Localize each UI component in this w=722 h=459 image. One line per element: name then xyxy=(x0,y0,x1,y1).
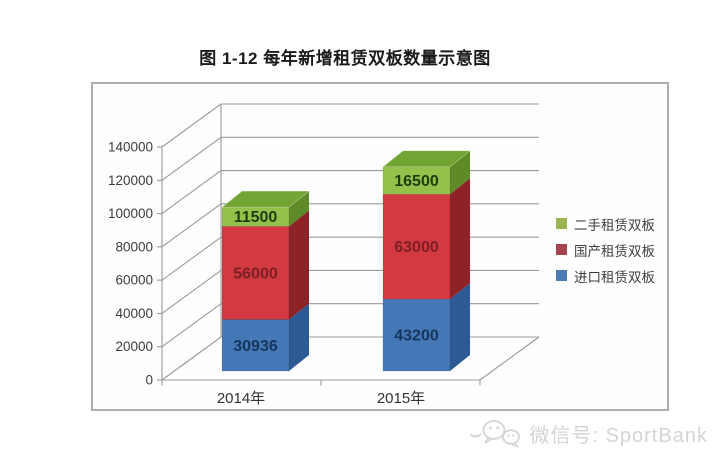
floor-right-edge xyxy=(479,336,540,381)
y-tick-label: 0 xyxy=(145,373,153,388)
y-grid-connector xyxy=(161,336,222,381)
bar-segment-front xyxy=(382,298,451,372)
bar-value-label: 16500 xyxy=(394,173,439,190)
bar-value-label: 11500 xyxy=(234,209,278,226)
legend-item-imported: 进口租赁双板 xyxy=(556,267,655,285)
y-grid-connector xyxy=(161,170,222,215)
legend-label-secondhand: 二手租赁双板 xyxy=(574,217,655,233)
y-tick-label: 120000 xyxy=(108,173,153,188)
bar-value-label: 63000 xyxy=(394,239,439,256)
y-grid-connector xyxy=(161,236,222,281)
bar-segment-side xyxy=(450,178,470,300)
y-grid-connector xyxy=(161,103,222,148)
y-tick-label: 80000 xyxy=(115,239,153,254)
legend-item-secondhand: 二手租赁双板 xyxy=(556,215,655,233)
y-tick-label: 140000 xyxy=(108,140,153,155)
bar-value-label: 30936 xyxy=(233,338,278,355)
legend-swatch-domestic-icon xyxy=(556,244,567,255)
bar-value-label: 43200 xyxy=(394,328,439,345)
legend-label-domestic: 国产租赁双板 xyxy=(574,243,655,259)
bar-segment-side xyxy=(450,283,470,371)
y-grid-connector xyxy=(161,203,222,248)
legend-label-imported: 进口租赁双板 xyxy=(574,269,655,285)
legend-swatch-imported-icon xyxy=(556,270,567,281)
x-category-label: 2015年 xyxy=(377,390,425,407)
bar-segment-side xyxy=(289,210,309,320)
bar-segment-side xyxy=(289,303,309,371)
bar-top-face xyxy=(382,150,471,168)
y-grid-connector xyxy=(161,269,222,314)
bar-segment-front xyxy=(382,193,451,300)
bar-segment-front xyxy=(221,319,290,372)
bar-top-face xyxy=(221,190,310,208)
legend: 二手租赁双板 国产租赁双板 进口租赁双板 xyxy=(556,215,655,285)
y-tick-label: 20000 xyxy=(115,339,153,354)
bar-segment-side xyxy=(289,191,309,227)
chart-plot-area xyxy=(91,82,669,411)
watermark: 微信号: SportBank xyxy=(470,418,708,448)
wechat-icon xyxy=(470,420,521,448)
y-tick-label: 60000 xyxy=(115,273,153,288)
bar-value-label: 56000 xyxy=(233,265,278,282)
legend-swatch-secondhand-icon xyxy=(556,218,567,229)
legend-item-domestic: 国产租赁双板 xyxy=(556,241,655,259)
x-category-label: 2014年 xyxy=(217,390,265,407)
bar-segment-front xyxy=(382,166,451,195)
bar-segment-front xyxy=(221,226,290,320)
y-grid-connector xyxy=(161,303,222,348)
watermark-text: 微信号: SportBank xyxy=(529,424,708,447)
y-grid-connector xyxy=(161,136,222,181)
y-tick-label: 100000 xyxy=(108,206,153,221)
bar-segment-side xyxy=(450,150,470,195)
chart-title: 图 1-12 每年新增租赁双板数量示意图 xyxy=(199,49,491,68)
y-tick-label: 40000 xyxy=(115,306,153,321)
